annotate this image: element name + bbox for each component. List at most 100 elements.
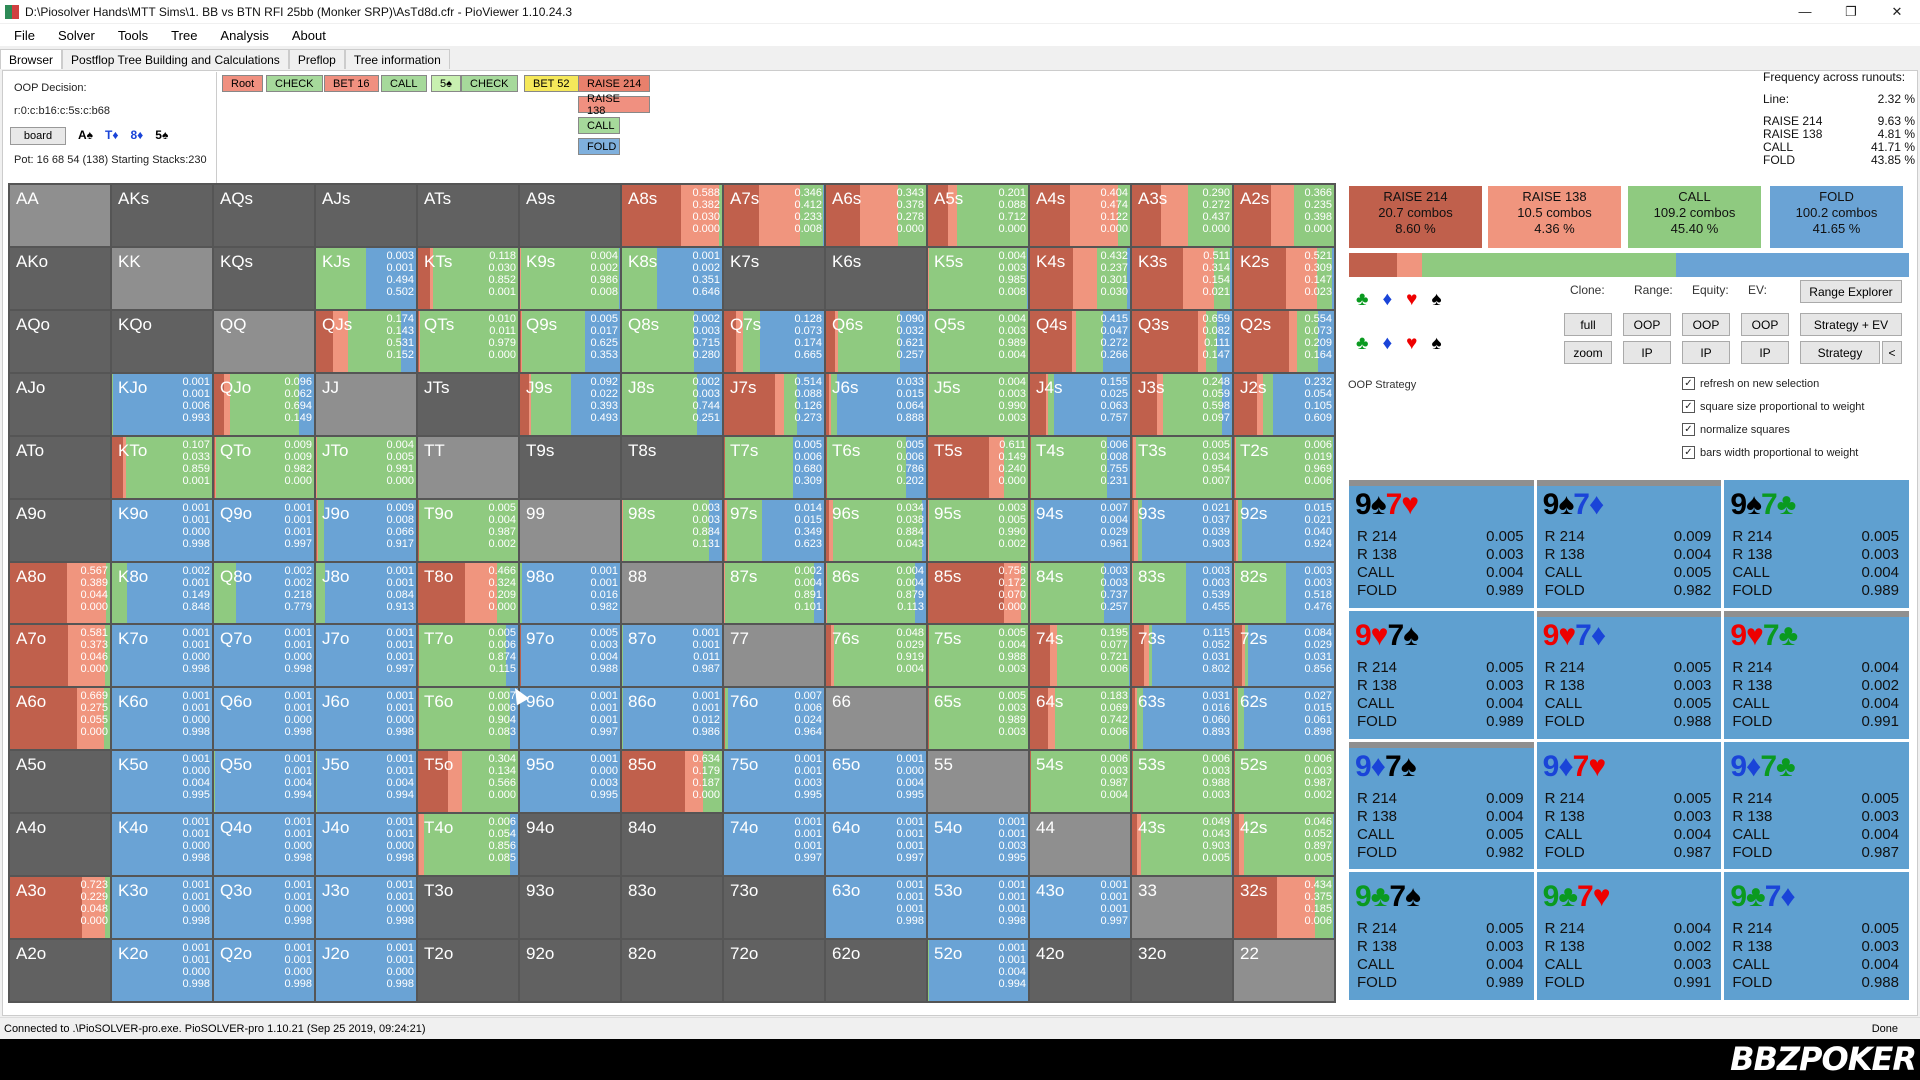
hand-cell[interactable]: 0.003 0.003 0.539 0.455 83s: [1132, 562, 1232, 624]
hand-cell[interactable]: 0.003 0.003 0.737 0.257 84s: [1030, 562, 1130, 624]
menu-tools[interactable]: Tools: [117, 27, 149, 43]
diamond-icon[interactable]: ♦: [1382, 289, 1393, 310]
diamond-icon[interactable]: ♦: [1382, 333, 1393, 354]
hand-cell[interactable]: JTs: [418, 373, 518, 435]
hand-cell[interactable]: 0.021 0.037 0.039 0.903 93s: [1132, 499, 1232, 561]
maximize-icon[interactable]: ❐: [1845, 3, 1857, 19]
club-icon[interactable]: ♣: [1356, 333, 1369, 354]
hand-cell[interactable]: 0.003 0.003 0.884 0.131 98s: [622, 499, 722, 561]
hand-cell[interactable]: 0.001 0.001 0.000 0.998 Q3o: [214, 877, 314, 939]
hand-cell[interactable]: 0.004 0.005 0.991 0.000 JTo: [316, 436, 416, 498]
hand-cell[interactable]: 0.092 0.022 0.393 0.493 J9s: [520, 373, 620, 435]
tab-tree-information[interactable]: Tree information: [344, 49, 450, 69]
hand-cell[interactable]: 0.006 0.008 0.755 0.231 T4s: [1030, 436, 1130, 498]
hand-cell[interactable]: QQ: [214, 310, 314, 372]
hand-cell[interactable]: T9s: [520, 436, 620, 498]
hand-cell[interactable]: 84o: [622, 814, 722, 876]
ev-oop-button[interactable]: OOP: [1741, 313, 1789, 336]
hand-cell[interactable]: 0.004 0.003 0.985 0.008 K5s: [928, 247, 1028, 309]
checkbox-icon[interactable]: ✓: [1682, 423, 1695, 436]
hand-cell[interactable]: 0.009 0.008 0.066 0.917 J9o: [316, 499, 416, 561]
hand-cell[interactable]: 0.096 0.062 0.694 0.149 QJo: [214, 373, 314, 435]
summary-raise214[interactable]: RAISE 214 20.7 combos 8.60 %: [1349, 186, 1482, 248]
hand-cell[interactable]: 0.007 0.004 0.029 0.961 94s: [1030, 499, 1130, 561]
checkbox-refresh[interactable]: ✓ refresh on new selection: [1682, 377, 1819, 390]
hand-cell[interactable]: 0.669 0.275 0.055 0.000 A6o: [10, 688, 110, 750]
tree-node-raise214[interactable]: RAISE 214: [578, 75, 651, 92]
zoom-button[interactable]: zoom: [1564, 341, 1612, 364]
combo-cell[interactable]: 9♥7♠ R 214 0.005 R 138 0.003 CALL 0.004 FOLD 0.9…: [1349, 610, 1534, 739]
hand-cell[interactable]: 0.001 0.001 0.006 0.993 KJo: [112, 373, 212, 435]
combo-cell[interactable]: 9♠7♦ R 214 0.009 R 138 0.004 CALL 0.005 FOLD 0.9…: [1536, 480, 1722, 608]
hand-cell[interactable]: 0.007 0.006 0.024 0.964 76o: [724, 688, 824, 750]
hand-cell[interactable]: 0.004 0.003 0.990 0.003 J5s: [928, 373, 1028, 435]
spade-icon[interactable]: ♠: [1431, 333, 1442, 354]
hand-cell[interactable]: 0.366 0.235 0.398 0.000 A2s: [1234, 185, 1334, 246]
hand-cell[interactable]: 0.034 0.038 0.884 0.043 96s: [826, 499, 926, 561]
hand-cell[interactable]: 0.434 0.375 0.185 0.006 32s: [1234, 877, 1334, 939]
hand-cell[interactable]: 33: [1132, 877, 1232, 939]
hand-cell[interactable]: 0.006 0.003 0.988 0.003 53s: [1132, 751, 1232, 813]
checkbox-icon[interactable]: ✓: [1682, 446, 1695, 459]
hand-cell[interactable]: 0.001 0.001 0.000 0.998 K3o: [112, 877, 212, 939]
collapse-arrow-button[interactable]: <: [1882, 341, 1902, 364]
menu-about[interactable]: About: [291, 27, 326, 43]
hand-cell[interactable]: 0.004 0.004 0.879 0.113 86s: [826, 562, 926, 624]
menu-file[interactable]: File: [14, 27, 35, 43]
hand-cell[interactable]: 0.155 0.025 0.063 0.757 J4s: [1030, 373, 1130, 435]
hand-cell[interactable]: 0.118 0.030 0.852 0.001 KTs: [418, 247, 518, 309]
menu-tree[interactable]: Tree: [171, 27, 198, 43]
hand-cell[interactable]: 0.581 0.373 0.046 0.000 A7o: [10, 625, 110, 687]
hand-cell[interactable]: ATs: [418, 185, 518, 246]
hand-cell[interactable]: A9o: [10, 499, 110, 561]
hand-cell[interactable]: T3o: [418, 877, 518, 939]
hand-cell[interactable]: 0.005 0.006 0.874 0.115 T7o: [418, 625, 518, 687]
equity-oop-button[interactable]: OOP: [1682, 313, 1730, 336]
tree-node-check[interactable]: CHECK: [266, 75, 323, 92]
tree-node-bet16[interactable]: BET 16: [324, 75, 379, 92]
hand-cell[interactable]: 0.001 0.000 0.003 0.995 95o: [520, 751, 620, 813]
hand-cell[interactable]: 0.049 0.043 0.903 0.005 43s: [1132, 814, 1232, 876]
hand-cell[interactable]: 0.521 0.309 0.147 0.023 K2s: [1234, 247, 1334, 309]
hand-cell[interactable]: 0.015 0.021 0.040 0.924 92s: [1234, 499, 1334, 561]
hand-cell[interactable]: 0.001 0.001 0.001 0.997 J7o: [316, 625, 416, 687]
hand-cell[interactable]: 22: [1234, 940, 1334, 1001]
combo-cell[interactable]: 9♣7♥ R 214 0.004 R 138 0.002 CALL 0.003 FOLD 0.9…: [1536, 872, 1722, 1000]
hand-cell[interactable]: 0.758 0.172 0.070 0.000 85s: [928, 562, 1028, 624]
summary-fold[interactable]: FOLD 100.2 combos 41.65 %: [1770, 186, 1903, 248]
tree-node-bet52[interactable]: BET 52: [524, 75, 579, 92]
hand-cell[interactable]: 0.107 0.033 0.859 0.001 KTo: [112, 436, 212, 498]
tree-node-check-turn[interactable]: CHECK: [461, 75, 518, 92]
hand-cell[interactable]: 0.588 0.382 0.030 0.000 A8s: [622, 185, 722, 246]
hand-cell[interactable]: 77: [724, 625, 824, 687]
hand-cell[interactable]: 0.002 0.003 0.744 0.251 J8s: [622, 373, 722, 435]
hand-cell[interactable]: 0.659 0.082 0.111 0.147 Q3s: [1132, 310, 1232, 372]
hand-cell[interactable]: T2o: [418, 940, 518, 1001]
hand-cell[interactable]: 0.033 0.015 0.064 0.888 J6s: [826, 373, 926, 435]
tree-node-root[interactable]: Root: [222, 75, 264, 92]
hand-cell[interactable]: 0.001 0.001 0.003 0.995 54o: [928, 814, 1028, 876]
hand-cell[interactable]: A9s: [520, 185, 620, 246]
summary-raise138[interactable]: RAISE 138 10.5 combos 4.36 %: [1488, 186, 1621, 248]
hand-cell[interactable]: 0.001 0.001 0.004 0.994 Q5o: [214, 751, 314, 813]
hand-cell[interactable]: 0.031 0.016 0.060 0.893 63s: [1132, 688, 1232, 750]
hand-cell[interactable]: 0.001 0.001 0.000 0.998 K6o: [112, 688, 212, 750]
hand-cell[interactable]: 0.001 0.001 0.001 0.998 63o: [826, 877, 926, 939]
hand-cell[interactable]: AJo: [10, 373, 110, 435]
combo-cell[interactable]: 9♦7♠ R 214 0.009 R 138 0.004 CALL 0.005 FOLD 0.9…: [1349, 741, 1534, 870]
hand-cell[interactable]: 0.404 0.474 0.122 0.000 A4s: [1030, 185, 1130, 246]
hand-cell[interactable]: KQs: [214, 247, 314, 309]
hand-cell[interactable]: 0.006 0.019 0.969 0.006 T2s: [1234, 436, 1334, 498]
hand-cell[interactable]: 0.048 0.029 0.919 0.004 76s: [826, 625, 926, 687]
hand-cell[interactable]: 0.005 0.003 0.989 0.003 65s: [928, 688, 1028, 750]
equity-ip-button[interactable]: IP: [1682, 341, 1730, 364]
hand-cell[interactable]: 0.232 0.054 0.105 0.609 J2s: [1234, 373, 1334, 435]
hand-cell[interactable]: 0.010 0.011 0.979 0.000 QTs: [418, 310, 518, 372]
hand-cell[interactable]: T8s: [622, 436, 722, 498]
hand-cell[interactable]: 32o: [1132, 940, 1232, 1001]
combo-cell[interactable]: 9♣7♦ R 214 0.005 R 138 0.003 CALL 0.004 FOLD 0.9…: [1724, 872, 1909, 1000]
hand-cell[interactable]: 0.001 0.001 0.000 0.998 J4o: [316, 814, 416, 876]
hand-cell[interactable]: 93o: [520, 877, 620, 939]
hand-cell[interactable]: 0.115 0.052 0.031 0.802 73s: [1132, 625, 1232, 687]
hand-cell[interactable]: 0.723 0.229 0.048 0.000 A3o: [10, 877, 110, 939]
